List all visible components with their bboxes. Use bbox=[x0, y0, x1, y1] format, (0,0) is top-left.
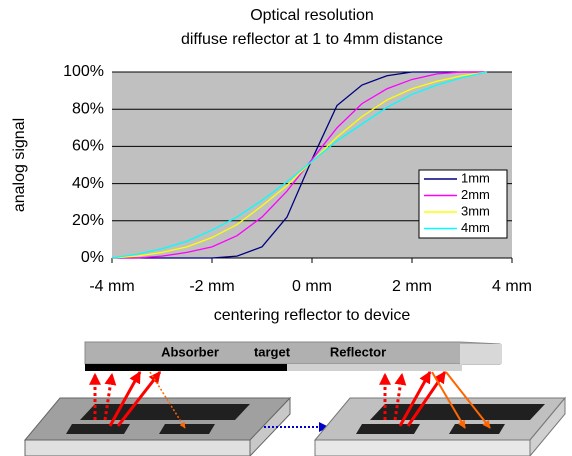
y-tick-label: 20% bbox=[72, 212, 104, 229]
target-bar-end bbox=[460, 344, 502, 364]
light-ray bbox=[108, 370, 142, 427]
device-front bbox=[314, 439, 531, 456]
light-ray bbox=[103, 372, 117, 421]
plot-area: 0% 20% 40% 60% 80% 100% -4 mm -2 mm 0 mm 2 mm 4 mm… bbox=[63, 63, 532, 295]
legend-label: 4mm bbox=[461, 220, 490, 235]
diagram-label: target bbox=[254, 344, 291, 359]
x-tick-label: 4 mm bbox=[492, 278, 532, 295]
x-tick-label: -4 mm bbox=[89, 278, 134, 295]
sensor-area bbox=[356, 424, 420, 434]
data-line bbox=[112, 71, 487, 259]
diagram-label: Absorber bbox=[161, 344, 219, 359]
y-axis-label: analog signal bbox=[11, 118, 28, 212]
legend-label: 1mm bbox=[461, 170, 490, 185]
light-ray bbox=[445, 371, 491, 429]
y-tick-label: 0% bbox=[81, 249, 104, 266]
sensor-area bbox=[449, 424, 505, 434]
sensor-area bbox=[159, 424, 215, 434]
sensor-area bbox=[80, 404, 250, 420]
absorber-strip bbox=[85, 364, 287, 371]
legend-box bbox=[418, 169, 508, 239]
light-ray bbox=[406, 371, 447, 427]
legend-label: 3mm bbox=[461, 203, 490, 218]
light-ray bbox=[393, 372, 407, 421]
x-axis-label: centering reflector to device bbox=[214, 307, 411, 324]
sensor-area bbox=[66, 424, 130, 434]
chart-subtitle: diffuse reflector at 1 to 4mm distance bbox=[181, 31, 443, 48]
data-line bbox=[111, 71, 488, 259]
data-line bbox=[112, 71, 487, 259]
y-tick-label: 100% bbox=[63, 63, 104, 80]
reflector-strip bbox=[287, 364, 462, 371]
light-ray bbox=[431, 371, 466, 429]
device-front bbox=[24, 439, 251, 456]
y-tick-label: 60% bbox=[72, 138, 104, 155]
legend-label: 2mm bbox=[461, 187, 490, 202]
diagram: Absorber target Reflector bbox=[23, 341, 567, 456]
x-tick-label: -2 mm bbox=[189, 278, 234, 295]
y-tick-label: 40% bbox=[72, 175, 104, 192]
light-ray bbox=[149, 371, 186, 429]
device-side bbox=[529, 396, 566, 456]
data-line bbox=[111, 71, 488, 259]
chart-title: Optical resolution bbox=[250, 7, 374, 24]
target-bar bbox=[84, 341, 501, 365]
diagram-label: Reflector bbox=[330, 344, 386, 359]
light-ray bbox=[116, 371, 162, 427]
x-tick-label: 0 mm bbox=[292, 278, 332, 295]
light-ray bbox=[398, 370, 432, 427]
y-tick-label: 80% bbox=[72, 100, 104, 117]
x-tick-label: 2 mm bbox=[392, 278, 432, 295]
